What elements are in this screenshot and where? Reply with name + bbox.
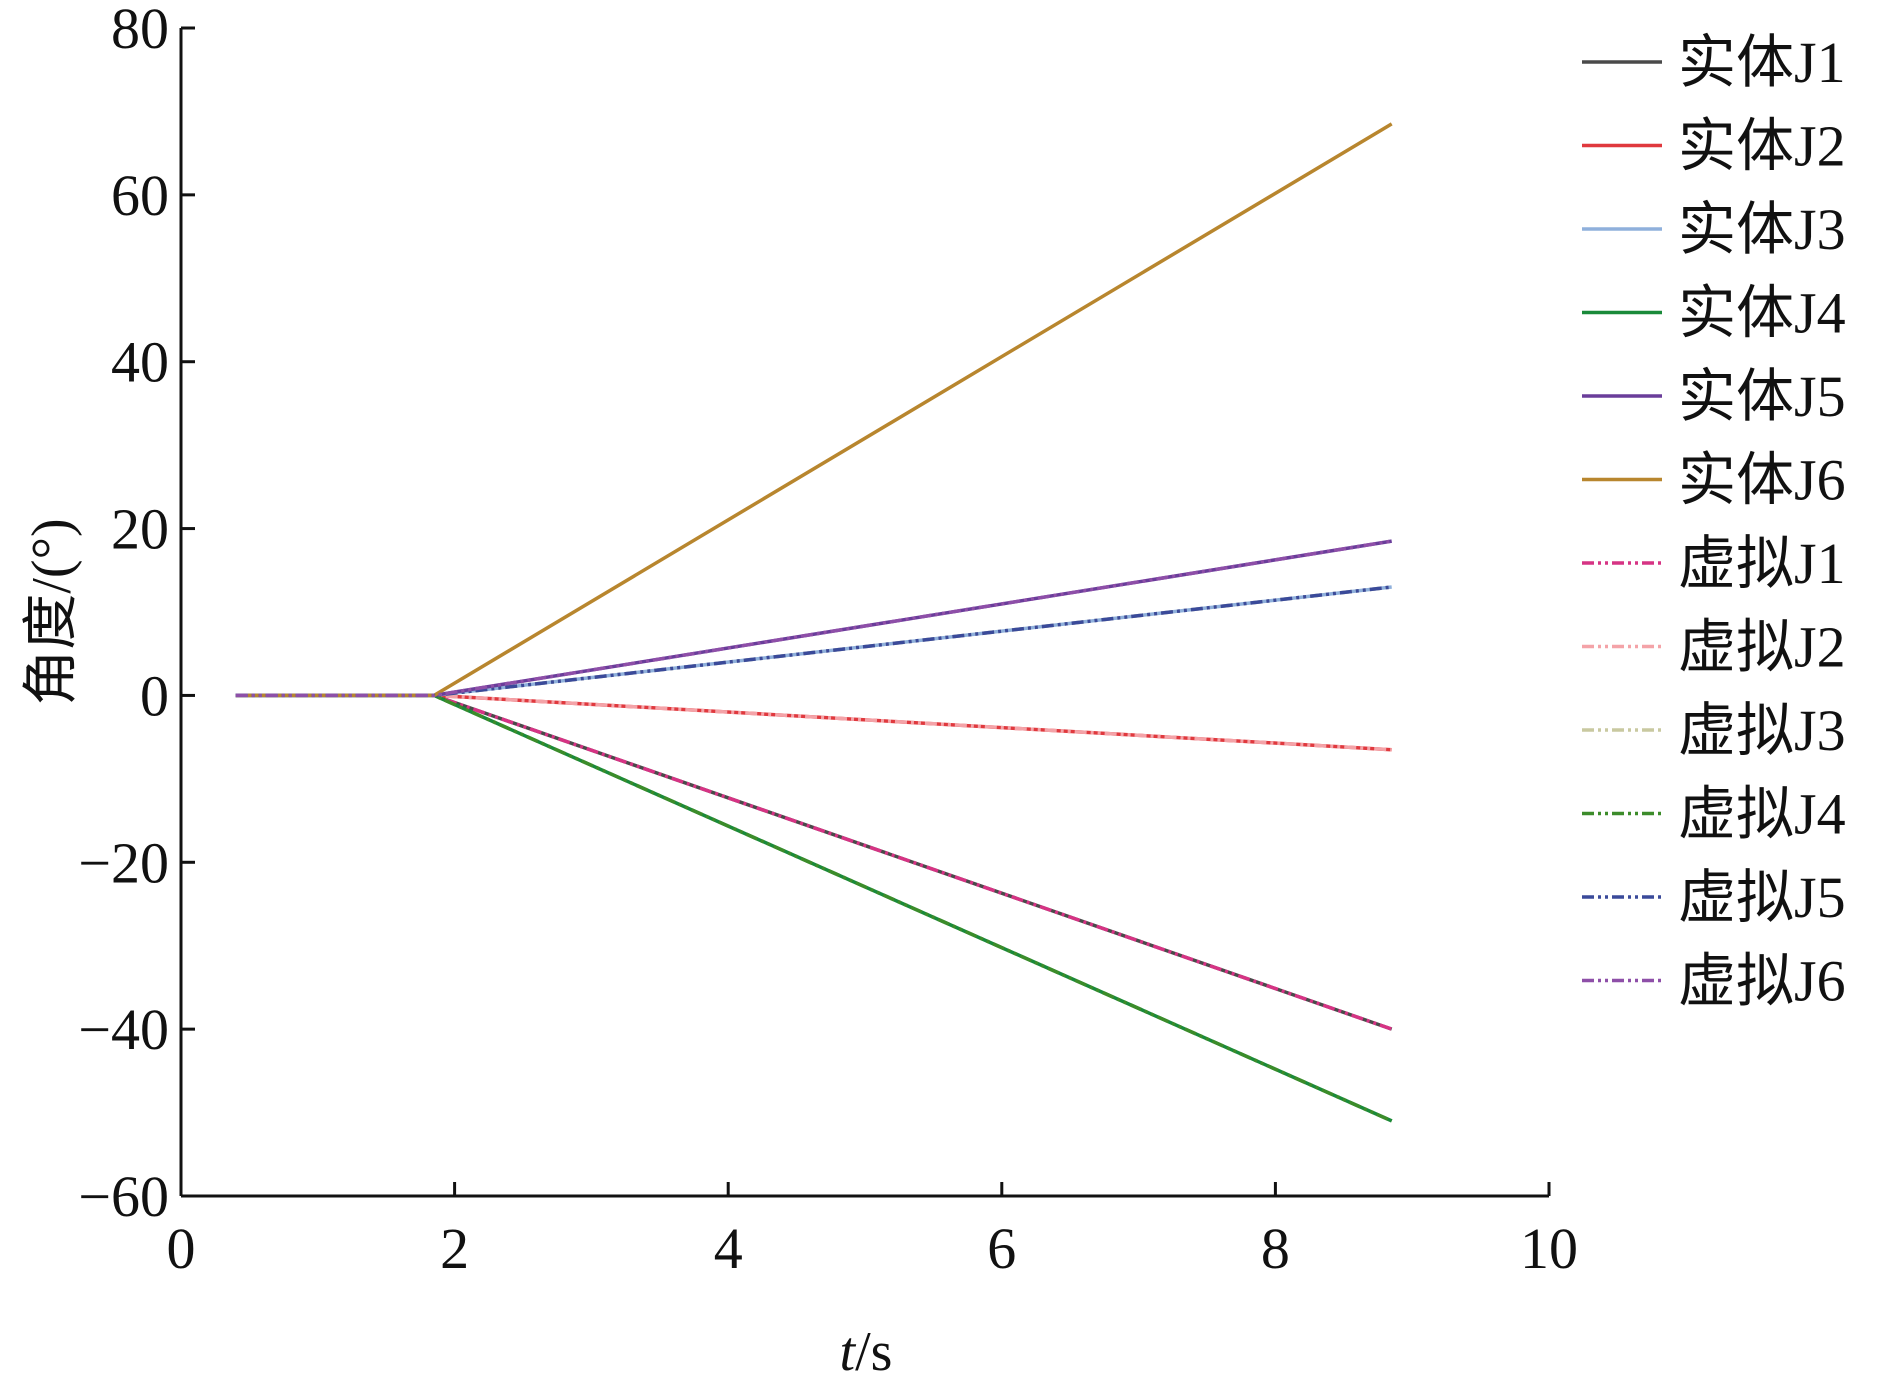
- series-lines: [235, 122, 1393, 1123]
- x-tick-label: 8: [1261, 1216, 1290, 1281]
- y-tick-label: 0: [140, 663, 169, 728]
- legend-label-12: 虚拟J6: [1678, 949, 1846, 1014]
- series-line-12: [235, 539, 1392, 698]
- legend-label-10: 虚拟J4: [1678, 782, 1846, 847]
- legend-label-1: 实体J1: [1678, 30, 1846, 95]
- x-tick-label: 0: [167, 1216, 196, 1281]
- legend-label-8: 虚拟J2: [1678, 615, 1846, 680]
- series-line-11: [235, 585, 1392, 698]
- y-tick-label: 60: [111, 163, 169, 228]
- legend: 实体J1 实体J2 实体J3 实体J4 实体J5 实体J6 虚拟J1 虚拟J2 虚拟J3 虚拟J4…: [1582, 30, 1846, 1014]
- legend-label-9: 虚拟J3: [1678, 698, 1846, 763]
- x-tick-label: 10: [1520, 1216, 1578, 1281]
- x-axis-title: t/s: [840, 1321, 893, 1379]
- x-tick-label: 6: [987, 1216, 1016, 1281]
- legend-label-7: 虚拟J1: [1678, 531, 1846, 596]
- x-tick-label: 4: [714, 1216, 743, 1281]
- y-tick-label: −20: [78, 830, 169, 895]
- legend-label-11: 虚拟J5: [1678, 865, 1846, 930]
- y-axis-title: 角度/(°): [21, 518, 83, 705]
- y-tick-label: −60: [78, 1164, 169, 1229]
- y-tick-label: 40: [111, 330, 169, 395]
- series-line-6: [235, 122, 1393, 698]
- legend-label-4: 实体J4: [1678, 281, 1846, 346]
- series-line-4: [235, 693, 1393, 1123]
- x-tick-label: 2: [440, 1216, 469, 1281]
- x-axis-title-unit: /s: [855, 1321, 892, 1379]
- series-line-10: [235, 693, 1393, 1123]
- plot-axes: [179, 28, 1549, 1198]
- series-line-9: [235, 585, 1392, 698]
- series-line-3: [235, 585, 1392, 698]
- series-line-8: [235, 693, 1392, 752]
- legend-label-6: 实体J6: [1678, 448, 1846, 513]
- y-tick-label: 80: [111, 0, 169, 61]
- legend-label-5: 实体J5: [1678, 364, 1846, 429]
- y-tick-label: −40: [78, 997, 169, 1062]
- x-ticks: 0 2 4 6 8 10: [167, 1182, 1578, 1281]
- y-ticks: −60 −40 −20 0 20 40 60 80: [78, 0, 195, 1229]
- series-line-5: [235, 539, 1392, 698]
- y-tick-label: 20: [111, 497, 169, 562]
- legend-label-2: 实体J2: [1678, 114, 1846, 179]
- x-axis-title-variable: t: [840, 1321, 857, 1379]
- legend-label-3: 实体J3: [1678, 197, 1846, 262]
